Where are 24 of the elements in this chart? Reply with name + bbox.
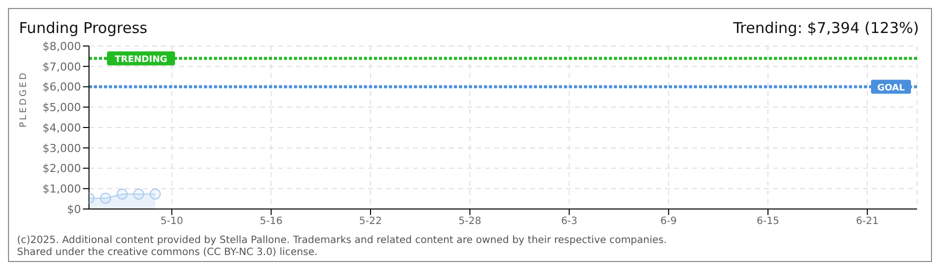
chart-subtitle: Trending: $7,394 (123%) <box>733 19 919 37</box>
x-tick-label: 6-3 <box>561 216 578 228</box>
y-tick-label: $4,000 <box>42 121 81 134</box>
y-tick-label: $3,000 <box>42 142 81 155</box>
y-axis-title: PLEDGED <box>19 70 30 128</box>
y-tick-label: $8,000 <box>42 40 81 53</box>
x-tick-label: 5-16 <box>260 216 283 228</box>
x-tick-label: 5-28 <box>458 216 482 228</box>
ref-line-label: GOAL <box>877 83 906 94</box>
y-tick-label: $2,000 <box>42 162 81 176</box>
x-tick-label: 6-9 <box>660 216 677 228</box>
x-tick-label: 6-21 <box>856 216 879 228</box>
chart-title: Funding Progress <box>19 19 148 37</box>
y-tick-label: $5,000 <box>42 101 81 114</box>
y-tick-label: $6,000 <box>42 80 81 94</box>
x-tick-label: 5-22 <box>359 216 382 228</box>
y-tick-label: $7,000 <box>42 60 81 74</box>
x-tick-label: 6-15 <box>756 216 780 228</box>
text: Shared under the creative commons (CC BY-NC 3.0) license. <box>17 247 319 259</box>
y-tick-label: $0 <box>67 202 81 216</box>
text: (c)2025. Additional content provided by Stella Pallone. Trademarks and related content are owned by their respective companies. <box>17 235 667 247</box>
ref-line-label: TRENDING <box>114 54 168 65</box>
y-tick-label: $1,000 <box>42 182 81 196</box>
x-tick-label: 5-10 <box>160 216 184 228</box>
